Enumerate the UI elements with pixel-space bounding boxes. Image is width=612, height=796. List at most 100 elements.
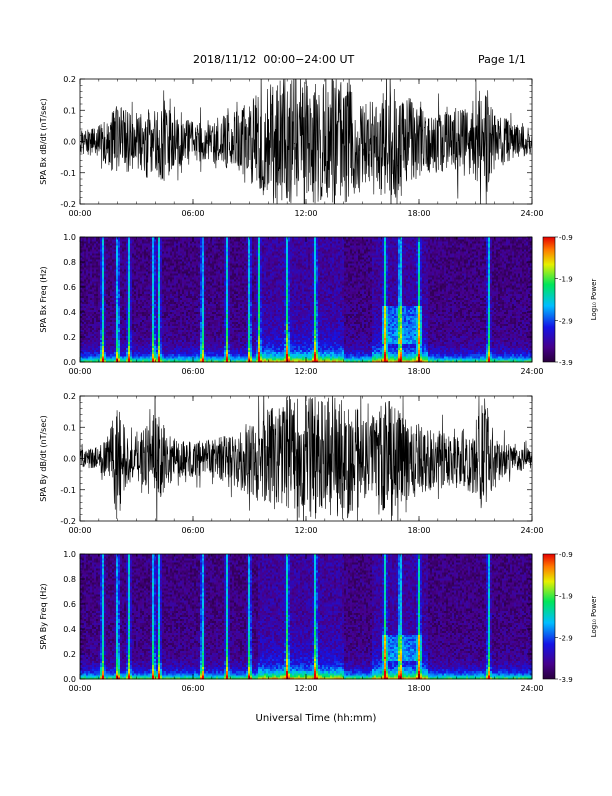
heat-cell — [102, 289, 104, 291]
heat-cell — [86, 283, 88, 285]
heat-cell — [198, 245, 200, 247]
heat-cell — [202, 300, 204, 302]
heat-cell — [206, 291, 208, 293]
heat-cell — [88, 356, 90, 358]
heat-cell — [234, 302, 236, 304]
heat-cell — [222, 322, 224, 324]
heat-cell — [214, 291, 216, 293]
heat-cell — [192, 340, 194, 342]
heat-cell — [206, 255, 208, 257]
heat-cell — [182, 293, 184, 295]
heat-cell — [210, 295, 212, 297]
heat-cell — [214, 346, 216, 348]
heat-cell — [174, 338, 176, 340]
heat-cell — [118, 352, 120, 354]
heat-cell — [162, 322, 164, 324]
heat-cell — [82, 267, 84, 269]
heat-cell — [98, 283, 100, 285]
heat-cell — [150, 259, 152, 261]
heat-cell — [138, 348, 140, 350]
heat-cell — [204, 312, 206, 314]
heat-cell — [112, 253, 114, 255]
heat-cell — [190, 271, 192, 273]
heat-cell — [230, 342, 232, 344]
heat-cell — [180, 259, 182, 261]
heat-cell — [128, 316, 130, 318]
heat-cell — [86, 293, 88, 295]
heat-cell — [168, 354, 170, 356]
heat-cell — [228, 330, 230, 332]
heat-cell — [84, 269, 86, 271]
heat-cell — [178, 283, 180, 285]
heat-cell — [124, 251, 126, 253]
heat-cell — [146, 285, 148, 287]
heat-cell — [90, 245, 92, 247]
heat-cell — [230, 320, 232, 322]
heat-cell — [164, 322, 166, 324]
heat-cell — [168, 330, 170, 332]
heat-cell — [96, 277, 98, 279]
heat-cell — [232, 352, 234, 354]
heat-cell — [168, 267, 170, 269]
heat-cell — [96, 249, 98, 251]
heat-cell — [138, 334, 140, 336]
heat-cell — [122, 330, 124, 332]
heat-cell — [132, 326, 134, 328]
heat-cell — [94, 316, 96, 318]
heat-cell — [204, 344, 206, 346]
heat-cell — [224, 358, 226, 360]
heat-cell — [218, 273, 220, 275]
heat-cell — [140, 277, 142, 279]
heat-cell — [214, 295, 216, 297]
heat-cell — [120, 243, 122, 245]
heat-cell — [152, 346, 154, 348]
heat-cell — [188, 281, 190, 283]
heat-cell — [164, 304, 166, 306]
heat-cell — [84, 263, 86, 265]
heat-cell — [164, 247, 166, 249]
heat-cell — [232, 279, 234, 281]
heat-cell — [116, 287, 118, 289]
heat-cell — [134, 304, 136, 306]
heat-cell — [186, 251, 188, 253]
heat-cell — [126, 358, 128, 360]
heat-cell — [184, 251, 186, 253]
heat-cell — [120, 247, 122, 249]
heat-cell — [172, 247, 174, 249]
heat-cell — [192, 289, 194, 291]
heat-cell — [174, 285, 176, 287]
heat-cell — [84, 322, 86, 324]
heat-cell — [124, 336, 126, 338]
heat-cell — [128, 293, 130, 295]
heat-cell — [138, 316, 140, 318]
heat-cell — [190, 289, 192, 291]
heat-cell — [116, 328, 118, 330]
heat-cell — [172, 312, 174, 314]
heat-cell — [136, 277, 138, 279]
heat-cell — [226, 251, 228, 253]
heat-cell — [150, 312, 152, 314]
heat-cell — [236, 352, 238, 354]
heat-cell — [110, 281, 112, 283]
heat-cell — [108, 330, 110, 332]
heat-cell — [170, 320, 172, 322]
heat-cell — [114, 336, 116, 338]
heat-cell — [110, 253, 112, 255]
heat-cell — [164, 332, 166, 334]
heat-cell — [234, 281, 236, 283]
heat-cell — [106, 255, 108, 257]
heat-cell — [98, 271, 100, 273]
heat-cell — [224, 314, 226, 316]
heat-cell — [114, 267, 116, 269]
heat-cell — [152, 265, 154, 267]
heat-cell — [234, 243, 236, 245]
heat-cell — [200, 257, 202, 259]
heat-cell — [206, 320, 208, 322]
heat-cell — [108, 239, 110, 241]
heat-cell — [232, 297, 234, 299]
heat-cell — [90, 344, 92, 346]
heat-cell — [128, 318, 130, 320]
heat-cell — [180, 322, 182, 324]
heat-cell — [100, 324, 102, 326]
heat-cell — [100, 253, 102, 255]
